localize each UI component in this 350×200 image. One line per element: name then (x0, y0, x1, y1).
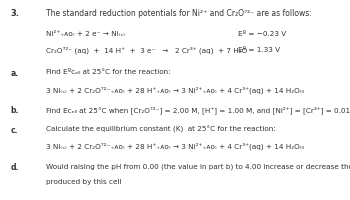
Text: 3 Ni₍ₛ₎ + 2 Cr₂O⁷²⁻₊ᴀᴏ₎ + 28 H⁺₊ᴀᴏ₎ → 3 Ni²⁺₊ᴀᴏ₎ + 4 Cr³⁺(aq) + 14 H₂O₍ₗ₎: 3 Ni₍ₛ₎ + 2 Cr₂O⁷²⁻₊ᴀᴏ₎ + 28 H⁺₊ᴀᴏ₎ → 3 … (46, 86, 304, 94)
Text: Find Eºᴄₑₗₗ at 25°C for the reaction:: Find Eºᴄₑₗₗ at 25°C for the reaction: (46, 69, 170, 75)
Text: Calculate the equilibrium constant (K)  at 25°C for the reaction:: Calculate the equilibrium constant (K) a… (46, 126, 275, 133)
Text: Would raising the pH from 0.00 (the value in part b) to 4.00 increase or decreas: Would raising the pH from 0.00 (the valu… (46, 163, 350, 170)
Text: Eº = 1.33 V: Eº = 1.33 V (238, 47, 280, 53)
Text: The standard reduction potentials for Ni²⁺ and Cr₂O⁷²⁻ are as follows:: The standard reduction potentials for Ni… (46, 9, 311, 18)
Text: produced by this cell: produced by this cell (46, 179, 121, 185)
Text: 3.: 3. (10, 9, 20, 18)
Text: b.: b. (10, 106, 19, 115)
Text: 3 Ni₍ₛ₎ + 2 Cr₂O⁷²⁻₊ᴀᴏ₎ + 28 H⁺₊ᴀᴏ₎ → 3 Ni²⁺₊ᴀᴏ₎ + 4 Cr³⁺(aq) + 14 H₂O₍ₗ₎: 3 Ni₍ₛ₎ + 2 Cr₂O⁷²⁻₊ᴀᴏ₎ + 28 H⁺₊ᴀᴏ₎ → 3 … (46, 143, 304, 151)
Text: d.: d. (10, 163, 19, 172)
Text: Cr₂O⁷²⁻ (aq)  +  14 H⁺  +  3 e⁻   →   2 Cr³⁺ (aq)  + 7 H₂O: Cr₂O⁷²⁻ (aq) + 14 H⁺ + 3 e⁻ → 2 Cr³⁺ (aq… (46, 47, 247, 54)
Text: Ni²⁺₊ᴀᴏ₎ + 2 e⁻ → Ni₍ₛ₎: Ni²⁺₊ᴀᴏ₎ + 2 e⁻ → Ni₍ₛ₎ (46, 31, 125, 37)
Text: a.: a. (10, 69, 19, 78)
Text: c.: c. (10, 126, 18, 135)
Text: Eº = −0.23 V: Eº = −0.23 V (238, 31, 286, 37)
Text: Find Eᴄₑₗₗ at 25°C when [Cr₂O⁷²⁻] = 2.00 M, [H⁺] = 1.00 M, and [Ni²⁺] = [Cr³⁺] =: Find Eᴄₑₗₗ at 25°C when [Cr₂O⁷²⁻] = 2.00… (46, 106, 350, 114)
